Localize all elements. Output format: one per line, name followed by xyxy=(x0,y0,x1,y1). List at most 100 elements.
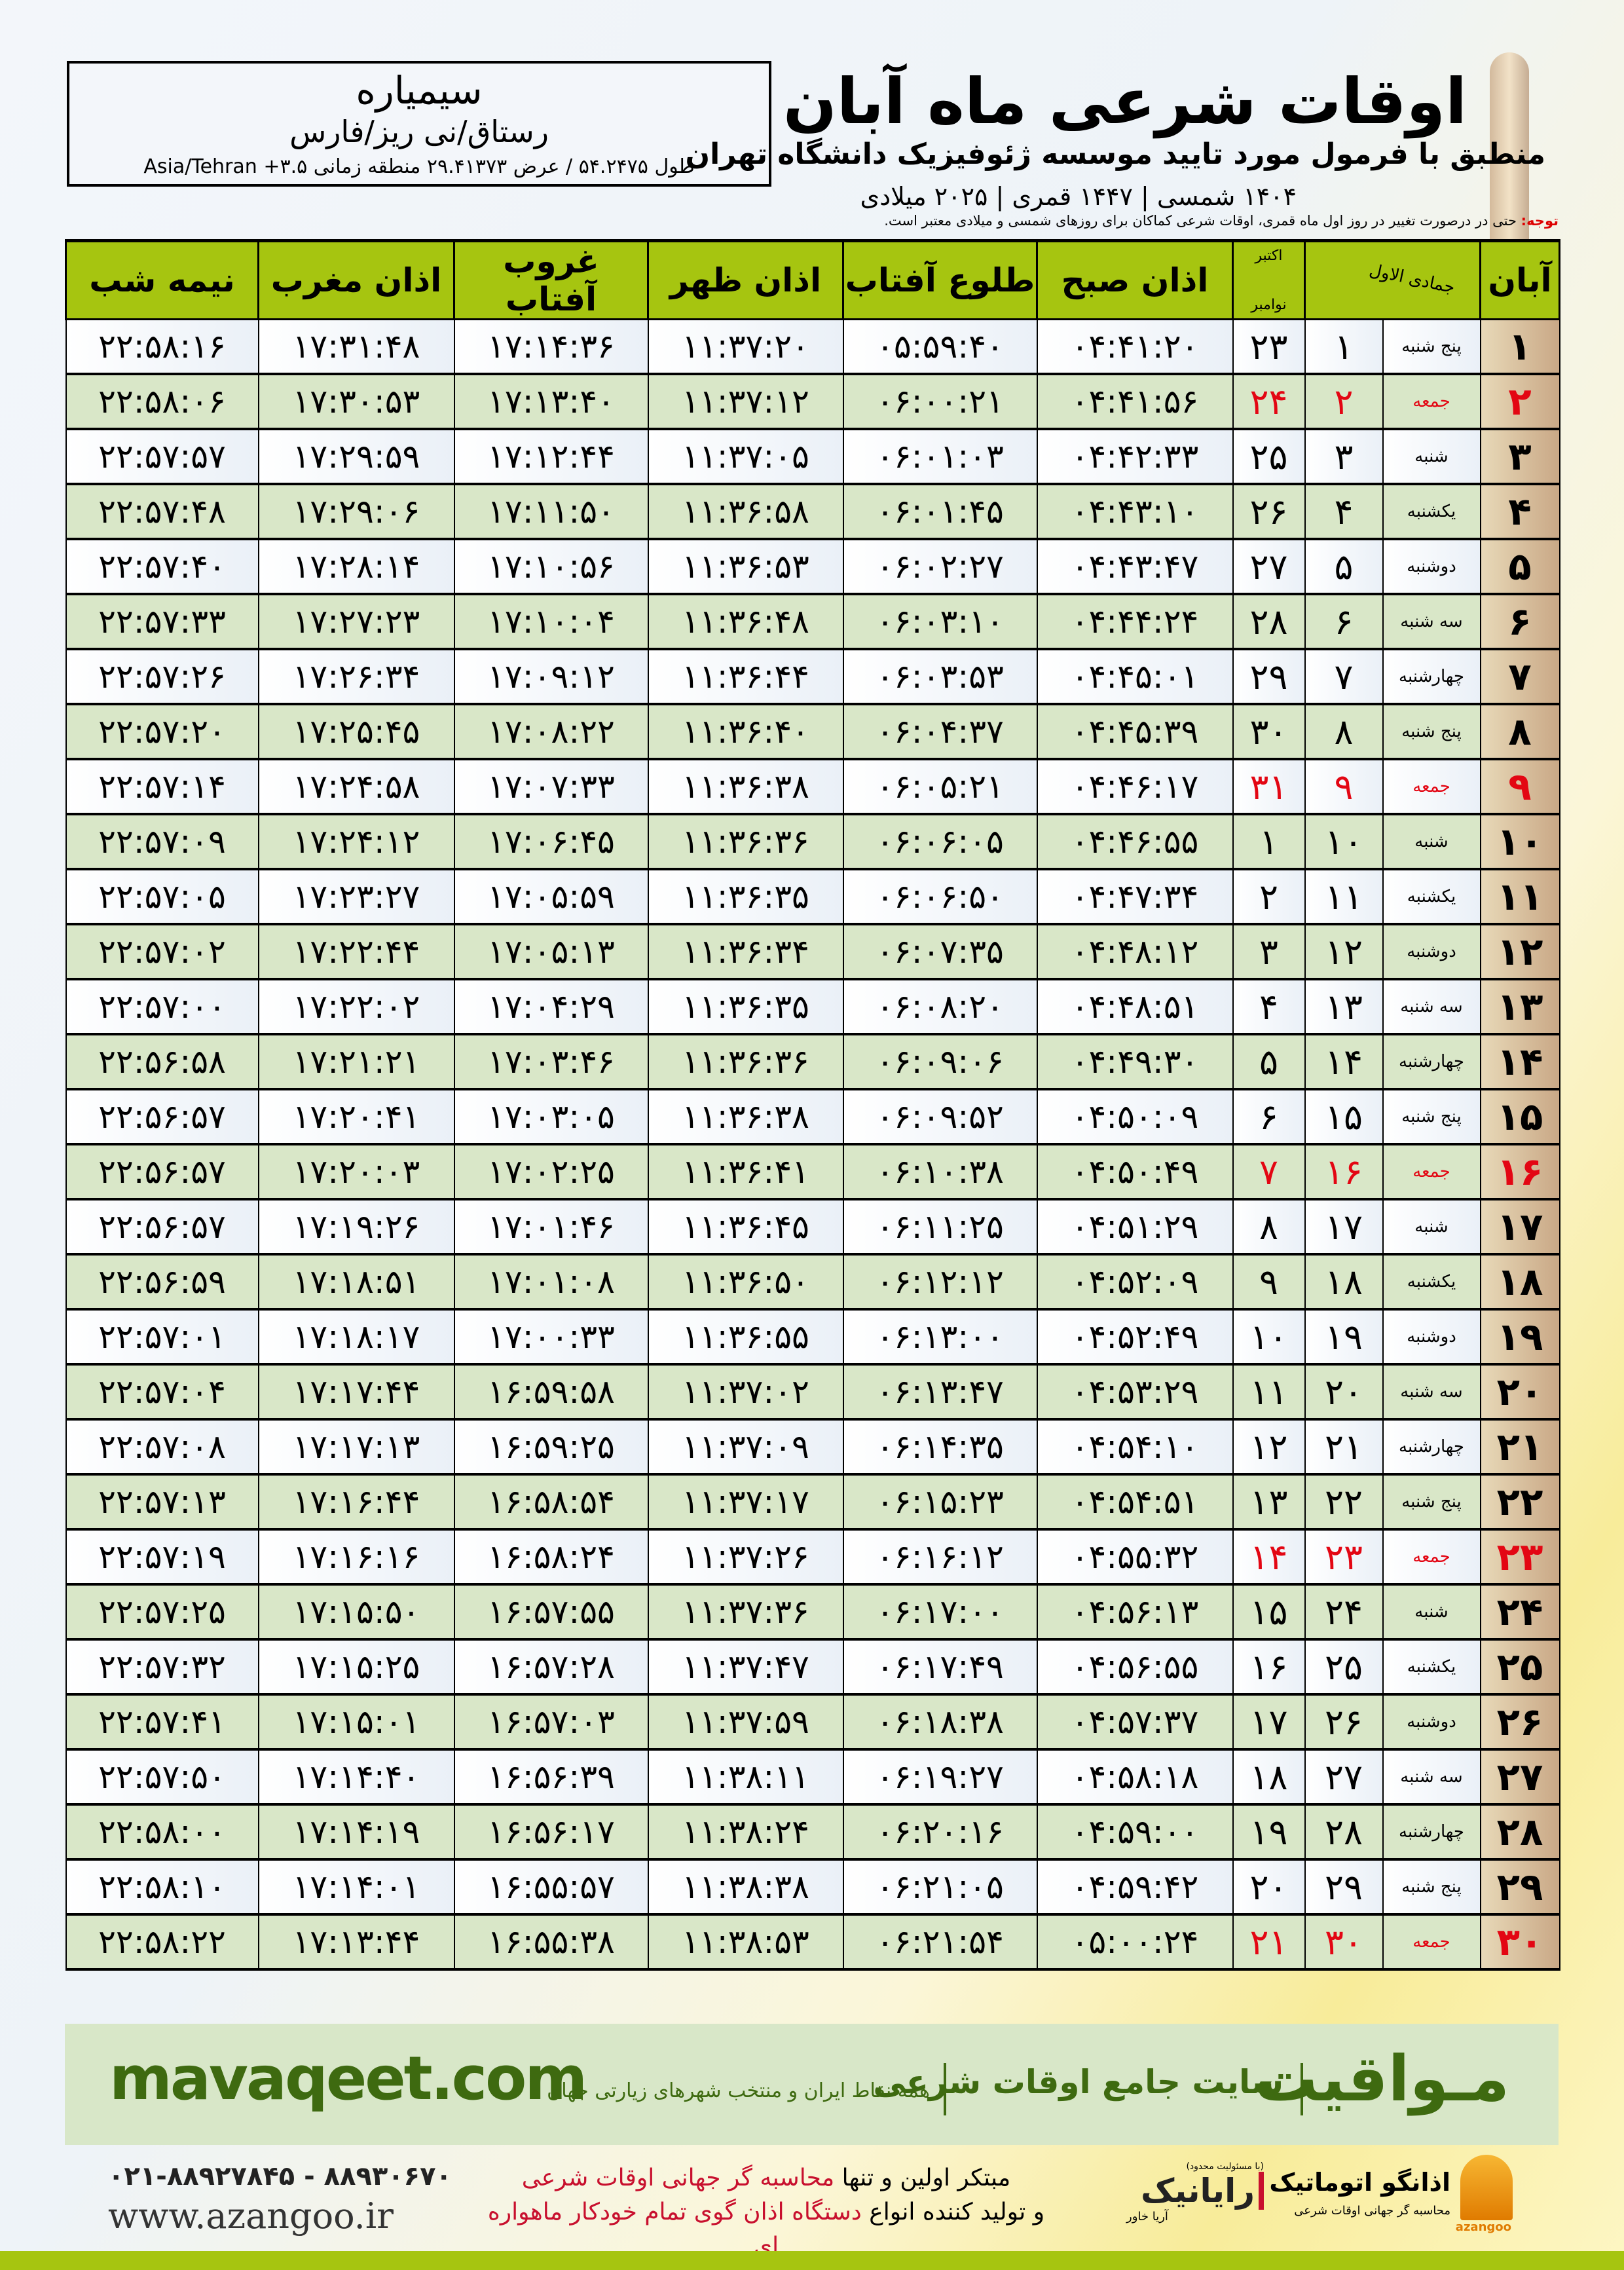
cell-miladi: ۱۳ xyxy=(1232,1474,1306,1531)
cell-sobh: ۰۴:۴۷:۳۴ xyxy=(1036,868,1234,925)
cell-qamari: ۶ xyxy=(1304,593,1384,650)
promo-line-2: و تولید کننده انواع xyxy=(861,2199,1045,2225)
cell-maghrib: ۱۷:۲۷:۲۳ xyxy=(257,593,455,650)
header-maghrib: اذان مغرب xyxy=(257,239,455,320)
cell-maghrib: ۱۷:۲۲:۴۴ xyxy=(257,923,455,980)
cell-maghrib: ۱۷:۲۴:۵۸ xyxy=(257,758,455,815)
cell-aban: ۲ xyxy=(1479,373,1560,430)
prayer-times-table: آبان جمادی الاول اکتبر نوامبر اذان صبح ط… xyxy=(65,239,1560,1971)
cell-sobh: ۰۴:۴۸:۵۱ xyxy=(1036,978,1234,1035)
cell-maghrib: ۱۷:۱۷:۱۳ xyxy=(257,1419,455,1476)
banner-description: همه نقاط ایران و منتخب شهرهای زیارتی جها… xyxy=(547,2079,930,2102)
cell-tolu: ۰۶:۲۱:۵۴ xyxy=(842,1914,1038,1971)
coordinates: طول ۵۴.۲۴۷۵ / عرض ۲۹.۴۱۳۷۳ منطقه زمانی ۳… xyxy=(143,155,695,178)
cell-qamari: ۲۵ xyxy=(1304,1639,1384,1696)
header-ghorub: غروب آفتاب xyxy=(453,239,649,320)
cell-maghrib: ۱۷:۳۰:۵۳ xyxy=(257,373,455,430)
table-row: ۱۲ دوشنبه ۱۲ ۳ ۰۴:۴۸:۱۲ ۰۶:۰۷:۳۵ ۱۱:۳۶:۳۴ ۱۷:۰۵… xyxy=(65,923,1560,980)
cell-tolu: ۰۶:۱۱:۲۵ xyxy=(842,1199,1038,1256)
cell-maghrib: ۱۷:۲۳:۲۷ xyxy=(257,868,455,925)
cell-ghorub: ۱۷:۰۶:۴۵ xyxy=(453,813,649,870)
cell-miladi: ۲ xyxy=(1232,868,1306,925)
cell-day: چهارشنبه xyxy=(1382,1033,1481,1090)
cell-sobh: ۰۴:۴۶:۱۷ xyxy=(1036,758,1234,815)
table-row: ۵ دوشنبه ۵ ۲۷ ۰۴:۴۳:۴۷ ۰۶:۰۲:۲۷ ۱۱:۳۶:۵۳ ۱۷:۱۰:… xyxy=(65,538,1560,595)
cell-tolu: ۰۵:۵۹:۴۰ xyxy=(842,318,1038,375)
divider xyxy=(944,2063,946,2115)
banner-url-link[interactable]: mavaqeet.com xyxy=(109,2043,587,2113)
cell-aban: ۱ xyxy=(1479,318,1560,375)
cell-day: یکشنبه xyxy=(1382,483,1481,540)
cell-aban: ۲۰ xyxy=(1479,1364,1560,1421)
cell-miladi: ۸ xyxy=(1232,1199,1306,1256)
cell-ghorub: ۱۷:۰۳:۴۶ xyxy=(453,1033,649,1090)
cell-nime: ۲۲:۵۸:۰۰ xyxy=(65,1804,259,1861)
table-row: ۲۴ شنبه ۲۴ ۱۵ ۰۴:۵۶:۱۳ ۰۶:۱۷:۰۰ ۱۱:۳۷:۳۶ ۱۶:۵۷:… xyxy=(65,1584,1560,1641)
cell-miladi: ۱۹ xyxy=(1232,1804,1306,1861)
cell-day: سه شنبه xyxy=(1382,593,1481,650)
cell-zohr: ۱۱:۳۶:۴۵ xyxy=(647,1199,844,1256)
cell-maghrib: ۱۷:۲۱:۲۱ xyxy=(257,1033,455,1090)
cell-aban: ۱۷ xyxy=(1479,1199,1560,1256)
cell-maghrib: ۱۷:۲۰:۴۱ xyxy=(257,1088,455,1145)
cell-day: دوشنبه xyxy=(1382,1694,1481,1751)
cell-tolu: ۰۶:۲۱:۰۵ xyxy=(842,1859,1038,1916)
cell-tolu: ۰۶:۰۸:۲۰ xyxy=(842,978,1038,1035)
cell-zohr: ۱۱:۳۸:۵۳ xyxy=(647,1914,844,1971)
location-box: سیمیاره رستاق/نی ریز/فارس طول ۵۴.۲۴۷۵ / … xyxy=(67,61,771,187)
header-miladi: اکتبر نوامبر xyxy=(1232,239,1306,320)
cell-tolu: ۰۶:۱۶:۱۲ xyxy=(842,1529,1038,1586)
cell-nime: ۲۲:۵۷:۴۸ xyxy=(65,483,259,540)
cell-zohr: ۱۱:۳۸:۳۸ xyxy=(647,1859,844,1916)
cell-nime: ۲۲:۵۷:۰۰ xyxy=(65,978,259,1035)
cell-aban: ۶ xyxy=(1479,593,1560,650)
cell-tolu: ۰۶:۰۱:۴۵ xyxy=(842,483,1038,540)
cell-ghorub: ۱۷:۱۰:۰۴ xyxy=(453,593,649,650)
cell-zohr: ۱۱:۳۶:۴۰ xyxy=(647,703,844,760)
cell-miladi: ۱۵ xyxy=(1232,1584,1306,1641)
page-title: اوقات شرعی ماه آبان xyxy=(783,65,1467,138)
cell-day: شنبه xyxy=(1382,1199,1481,1256)
azangoo-url-link[interactable]: www.azangoo.ir xyxy=(108,2195,394,2237)
rayanik-note: (با مسئولیت محدود) xyxy=(1186,2161,1264,2172)
cell-ghorub: ۱۶:۵۶:۳۹ xyxy=(453,1749,649,1806)
cell-zohr: ۱۱:۳۷:۰۵ xyxy=(647,428,844,485)
cell-nime: ۲۲:۵۷:۰۸ xyxy=(65,1419,259,1476)
cell-zohr: ۱۱:۳۷:۰۲ xyxy=(647,1364,844,1421)
table-row: ۲۸ چهارشنبه ۲۸ ۱۹ ۰۴:۵۹:۰۰ ۰۶:۲۰:۱۶ ۱۱:۳۸:۲۴ ۱۶… xyxy=(65,1804,1560,1861)
cell-tolu: ۰۶:۰۹:۵۲ xyxy=(842,1088,1038,1145)
cell-qamari: ۲۷ xyxy=(1304,1749,1384,1806)
cell-nime: ۲۲:۵۷:۰۲ xyxy=(65,923,259,980)
cell-day: پنج شنبه xyxy=(1382,1088,1481,1145)
cell-miladi: ۲۷ xyxy=(1232,538,1306,595)
cell-nime: ۲۲:۵۷:۳۳ xyxy=(65,593,259,650)
mavaqeet-banner: مـواقیت سایت جامع اوقات شرعی همه نقاط ای… xyxy=(65,2024,1559,2145)
cell-tolu: ۰۶:۱۷:۰۰ xyxy=(842,1584,1038,1641)
cell-aban: ۲۴ xyxy=(1479,1584,1560,1641)
header-sobh: اذان صبح xyxy=(1036,239,1234,320)
table-row: ۱۹ دوشنبه ۱۹ ۱۰ ۰۴:۵۲:۴۹ ۰۶:۱۳:۰۰ ۱۱:۳۶:۵۵ ۱۷:۰… xyxy=(65,1309,1560,1366)
azangoo-sub: محاسبه گر جهانی اوقات شرعی xyxy=(1294,2204,1450,2218)
cell-day: چهارشنبه xyxy=(1382,1419,1481,1476)
cell-maghrib: ۱۷:۱۸:۵۱ xyxy=(257,1254,455,1311)
table-row: ۱۶ جمعه ۱۶ ۷ ۰۴:۵۰:۴۹ ۰۶:۱۰:۳۸ ۱۱:۳۶:۴۱ ۱۷:۰۲:۲… xyxy=(65,1144,1560,1200)
header-zohr: اذان ظهر xyxy=(647,239,844,320)
cell-zohr: ۱۱:۳۸:۲۴ xyxy=(647,1804,844,1861)
cell-miladi: ۱۷ xyxy=(1232,1694,1306,1751)
cell-qamari: ۲۰ xyxy=(1304,1364,1384,1421)
cell-maghrib: ۱۷:۱۸:۱۷ xyxy=(257,1309,455,1366)
cell-day: یکشنبه xyxy=(1382,868,1481,925)
cell-tolu: ۰۶:۰۳:۵۳ xyxy=(842,648,1038,705)
cell-qamari: ۱۷ xyxy=(1304,1199,1384,1256)
header-aban: آبان xyxy=(1479,239,1560,320)
cell-maghrib: ۱۷:۲۲:۰۲ xyxy=(257,978,455,1035)
rayanik-logo: (با مسئولیت محدود) رایانیک آریا خاور xyxy=(1126,2161,1264,2233)
header-nime: نیمه شب xyxy=(65,239,259,320)
table-row: ۶ سه شنبه ۶ ۲۸ ۰۴:۴۴:۲۴ ۰۶:۰۳:۱۰ ۱۱:۳۶:۴۸ ۱۷:۱۰… xyxy=(65,593,1560,650)
cell-aban: ۱۵ xyxy=(1479,1088,1560,1145)
cell-miladi: ۱۰ xyxy=(1232,1309,1306,1366)
cell-day: سه شنبه xyxy=(1382,1364,1481,1421)
cell-aban: ۱۹ xyxy=(1479,1309,1560,1366)
cell-tolu: ۰۶:۱۴:۳۵ xyxy=(842,1419,1038,1476)
cell-day: چهارشنبه xyxy=(1382,1804,1481,1861)
